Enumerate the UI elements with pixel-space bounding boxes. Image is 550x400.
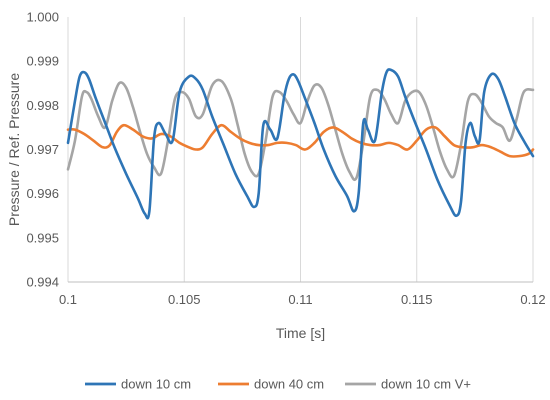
y-tick-label: 1.000 [26,10,59,25]
grid-lines [67,17,534,283]
legend-label: down 40 cm [254,377,324,392]
y-axis-ticks: 0.994 0.995 0.996 0.997 0.998 0.999 1.000 [26,10,59,290]
y-tick-label: 0.995 [26,230,59,245]
x-axis-ticks: 0.1 0.105 0.11 0.115 0.12 [59,292,546,307]
legend-label: down 10 cm [121,377,191,392]
x-tick-label: 0.11 [288,292,312,307]
x-tick-label: 0.1 [59,292,77,307]
legend: down 10 cm down 40 cm down 10 cm V+ [85,377,471,392]
series-line-1 [66,68,535,220]
x-tick-label: 0.115 [401,292,433,307]
y-tick-label: 0.998 [26,98,59,113]
x-axis-title: Time [s] [276,325,325,341]
y-tick-label: 0.996 [26,186,59,201]
y-tick-label: 0.997 [26,142,59,157]
series-line-3 [66,78,535,182]
series-lines [66,68,535,220]
series-line-2 [66,123,535,158]
x-tick-label: 0.105 [168,292,201,307]
y-axis-title: Pressure / Ref. Pressure [6,73,22,226]
legend-label: down 10 cm V+ [381,377,471,392]
y-tick-label: 0.999 [26,54,59,69]
y-tick-label: 0.994 [26,275,59,290]
x-tick-label: 0.12 [520,292,545,307]
